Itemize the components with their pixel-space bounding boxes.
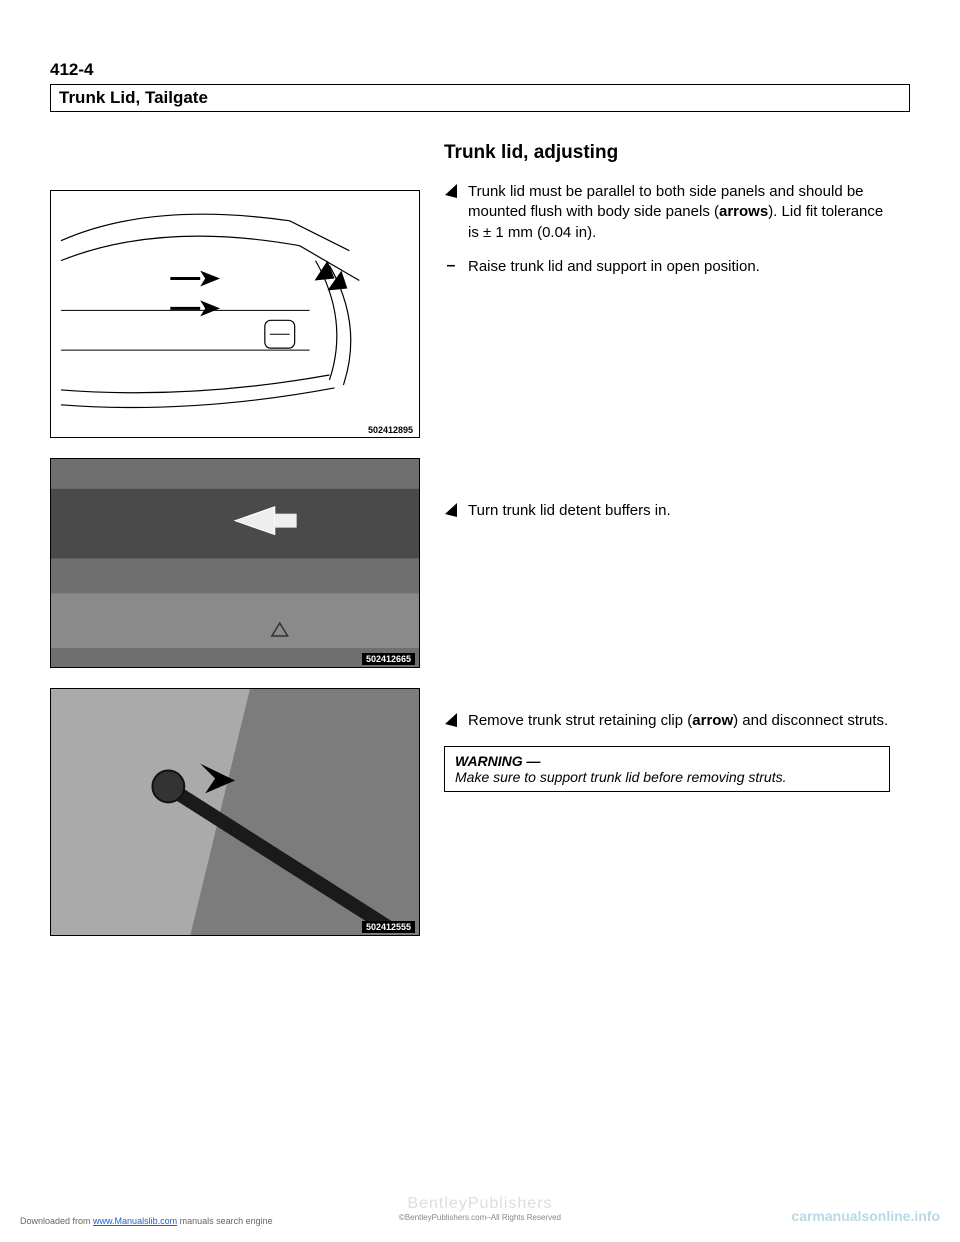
figure-trunk-lid-diagram: 502412895 [50,190,420,438]
para4-post: ) and disconnect struts. [733,712,888,729]
para-turn-buffers: Turn trunk lid detent buffers in. [444,501,890,521]
image-id-3: 502412555 [362,921,415,933]
para1-bold: arrows [719,203,768,220]
warning-body: Make sure to support trunk lid before re… [455,769,879,785]
triangle-left-icon [444,184,458,198]
dash-icon: – [444,257,458,275]
left-column: 502412895 502412665 [50,142,420,956]
para-trunk-parallel: Trunk lid must be parallel to both side … [444,182,890,243]
strut-clip-photo [51,689,419,936]
page-number: 412-4 [50,60,910,80]
section-heading: Trunk lid, adjusting [444,142,890,164]
para-raise-trunk: – Raise trunk lid and support in open po… [444,257,890,277]
figure-strut-clip: 502412555 [50,688,420,936]
image-id-2: 502412665 [362,653,415,665]
para2-text: Raise trunk lid and support in open posi… [468,257,760,277]
footer-right-watermark: carmanualsonline.info [791,1208,940,1224]
image-id-1: 502412895 [366,425,415,435]
para4-text: Remove trunk strut retaining clip (arrow… [468,711,888,731]
warning-box: WARNING — Make sure to support trunk lid… [444,746,890,792]
trunk-lid-lineart [51,191,419,438]
para1-text: Trunk lid must be parallel to both side … [468,182,890,243]
para3-text: Turn trunk lid detent buffers in. [468,501,671,521]
para-remove-strut: Remove trunk strut retaining clip (arrow… [444,711,890,731]
figure-detent-buffer: 502412665 [50,458,420,668]
para4-bold: arrow [692,712,733,729]
para4-pre: Remove trunk strut retaining clip ( [468,712,692,729]
triangle-left-icon [444,503,458,517]
title-bar: Trunk Lid, Tailgate [50,84,910,112]
content-area: 502412895 502412665 [50,142,910,956]
triangle-left-icon [444,713,458,727]
warning-title: WARNING — [455,753,879,769]
right-column: Trunk lid, adjusting Trunk lid must be p… [444,142,910,956]
detent-buffer-photo [51,459,419,668]
